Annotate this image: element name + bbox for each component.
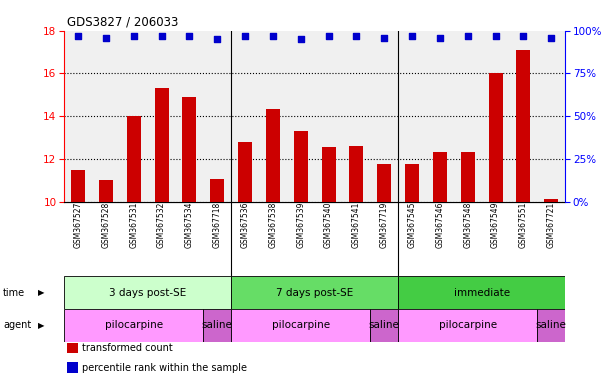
Bar [433,152,447,202]
Text: time: time [3,288,25,298]
Text: pilocarpine: pilocarpine [104,320,163,331]
Text: GDS3827 / 206033: GDS3827 / 206033 [67,16,178,29]
Text: GSM367721: GSM367721 [547,202,556,248]
Text: GSM367719: GSM367719 [380,202,389,248]
Bar [544,199,558,202]
Bar [461,152,475,202]
Text: 3 days post-SE: 3 days post-SE [109,288,186,298]
Bar [231,309,370,342]
Bar [64,309,203,342]
Text: GSM367532: GSM367532 [157,202,166,248]
Bar [231,276,398,309]
Text: agent: agent [3,320,31,331]
Text: transformed count: transformed count [82,343,172,353]
Text: GSM367551: GSM367551 [519,202,528,248]
Text: GSM367534: GSM367534 [185,202,194,248]
Text: saline: saline [536,320,566,331]
Text: immediate: immediate [453,288,510,298]
Bar [210,179,224,202]
Bar [203,309,231,342]
Bar [489,73,502,202]
Bar [155,88,169,202]
Bar [238,142,252,202]
Text: saline: saline [202,320,233,331]
Text: GSM367718: GSM367718 [213,202,222,248]
Point [519,33,529,39]
Text: pilocarpine: pilocarpine [272,320,330,331]
Point [491,33,500,39]
Text: GSM367536: GSM367536 [241,202,249,248]
Point [213,36,222,42]
Text: GSM367539: GSM367539 [296,202,306,248]
Bar [398,276,565,309]
Bar [398,309,537,342]
Bar [67,362,78,373]
Bar [64,276,231,309]
Bar [127,116,141,202]
Text: GSM367531: GSM367531 [130,202,138,248]
Text: GSM367527: GSM367527 [73,202,82,248]
Point [351,33,361,39]
Bar [71,170,85,202]
Point [546,35,556,41]
Bar [378,164,391,202]
Point [240,33,250,39]
Bar [537,309,565,342]
Point [185,33,194,39]
Text: pilocarpine: pilocarpine [439,320,497,331]
Point [268,33,278,39]
Point [324,33,334,39]
Bar [99,180,113,202]
Point [73,33,83,39]
Text: GSM367538: GSM367538 [268,202,277,248]
Bar [349,146,364,202]
Point [129,33,139,39]
Text: 7 days post-SE: 7 days post-SE [276,288,353,298]
Bar [516,50,530,202]
Text: GSM367545: GSM367545 [408,202,417,248]
Bar [405,164,419,202]
Bar [67,343,78,353]
Text: saline: saline [369,320,400,331]
Text: GSM367541: GSM367541 [352,202,361,248]
Bar [183,97,196,202]
Text: GSM367528: GSM367528 [101,202,111,248]
Bar [370,309,398,342]
Point [156,33,166,39]
Text: percentile rank within the sample: percentile rank within the sample [82,363,247,373]
Text: ▶: ▶ [38,288,45,297]
Point [379,35,389,41]
Text: GSM367546: GSM367546 [436,202,444,248]
Point [435,35,445,41]
Point [463,33,473,39]
Point [407,33,417,39]
Text: GSM367549: GSM367549 [491,202,500,248]
Bar [321,147,335,202]
Bar [266,109,280,202]
Text: GSM367548: GSM367548 [463,202,472,248]
Text: GSM367540: GSM367540 [324,202,333,248]
Point [101,35,111,41]
Bar [294,131,308,202]
Point [296,36,306,42]
Text: ▶: ▶ [38,321,45,330]
